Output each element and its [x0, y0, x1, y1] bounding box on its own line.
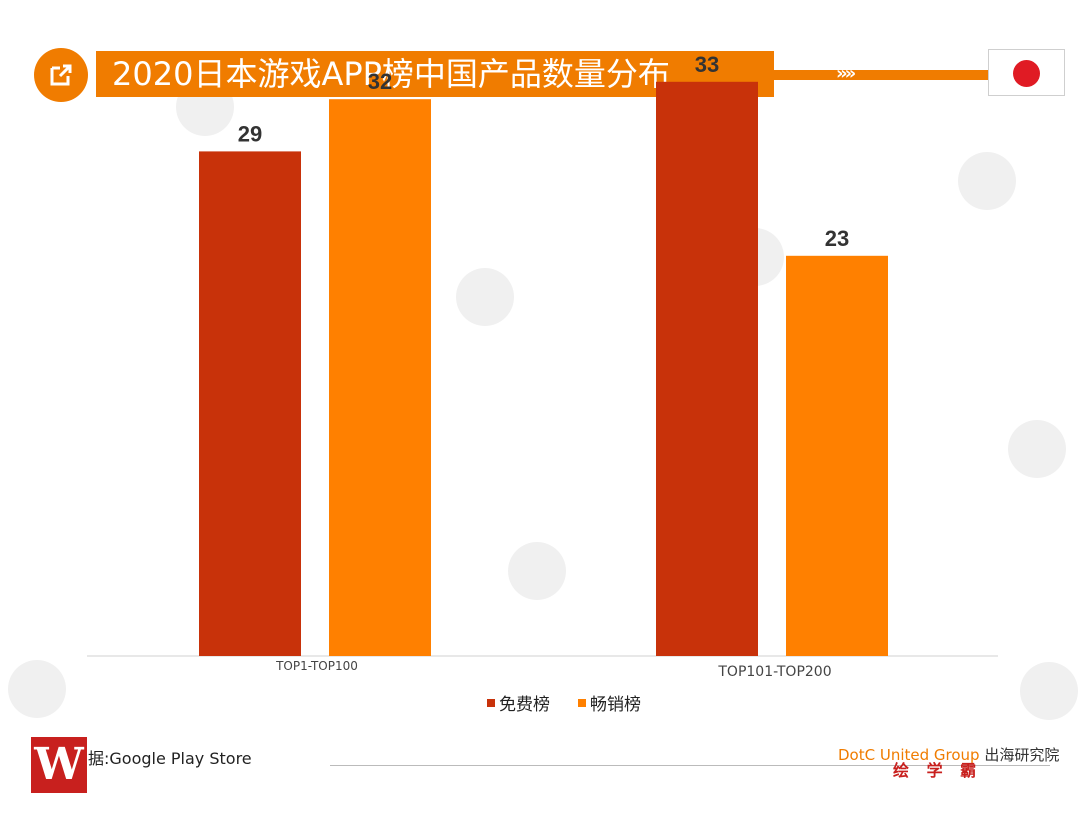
data-label-grossing-2: 23 — [825, 226, 849, 251]
chevron-right-icon: »» — [836, 63, 856, 84]
brand-logo: W — [31, 737, 87, 793]
japan-flag-icon — [988, 49, 1065, 96]
page-title: 2020日本游戏APP榜中国产品数量分布 — [112, 55, 670, 93]
data-label-free-2: 33 — [695, 52, 719, 77]
legend-item-grossing: 畅销榜 — [578, 690, 641, 715]
data-label-free-1: 29 — [238, 121, 262, 146]
chart-legend: 免费榜 畅销榜 — [487, 690, 641, 715]
brand-name-en: DotC United Group — [838, 746, 980, 764]
legend-label-grossing: 畅销榜 — [590, 695, 641, 715]
legend-swatch-free — [487, 698, 495, 707]
bar-grossing-1 — [329, 99, 431, 656]
watermark-logo — [1020, 662, 1078, 720]
bar-free-2 — [656, 81, 758, 657]
watermark-logo — [8, 660, 66, 718]
watermark-logo — [456, 268, 514, 326]
legend-label-free: 免费榜 — [499, 695, 550, 715]
legend-item-free: 免费榜 — [487, 690, 550, 715]
bar-grossing-2 — [786, 255, 888, 657]
x-tick-label-1: TOP1-TOP100 — [275, 659, 358, 673]
data-source: 据:Google Play Store — [88, 749, 252, 768]
title-divider — [774, 70, 988, 80]
bar-free-1 — [199, 151, 301, 656]
footer-divider — [330, 765, 1050, 766]
title-bar: 2020日本游戏APP榜中国产品数量分布 — [96, 51, 774, 97]
data-label-grossing-1: 32 — [368, 69, 392, 94]
flag-sun — [1013, 60, 1040, 87]
brand-name-zh: 出海研究院 — [984, 746, 1060, 764]
x-tick-label-2: TOP101-TOP200 — [717, 664, 831, 680]
watermark-logo — [508, 542, 566, 600]
watermark-logo — [1008, 420, 1066, 478]
watermark-logo — [958, 152, 1016, 210]
brand-name: DotC United Group 出海研究院 — [838, 744, 1059, 765]
watermark-stamp: 绘 学 霸 — [893, 761, 983, 780]
external-link-icon — [34, 48, 88, 102]
legend-swatch-grossing — [578, 698, 586, 707]
